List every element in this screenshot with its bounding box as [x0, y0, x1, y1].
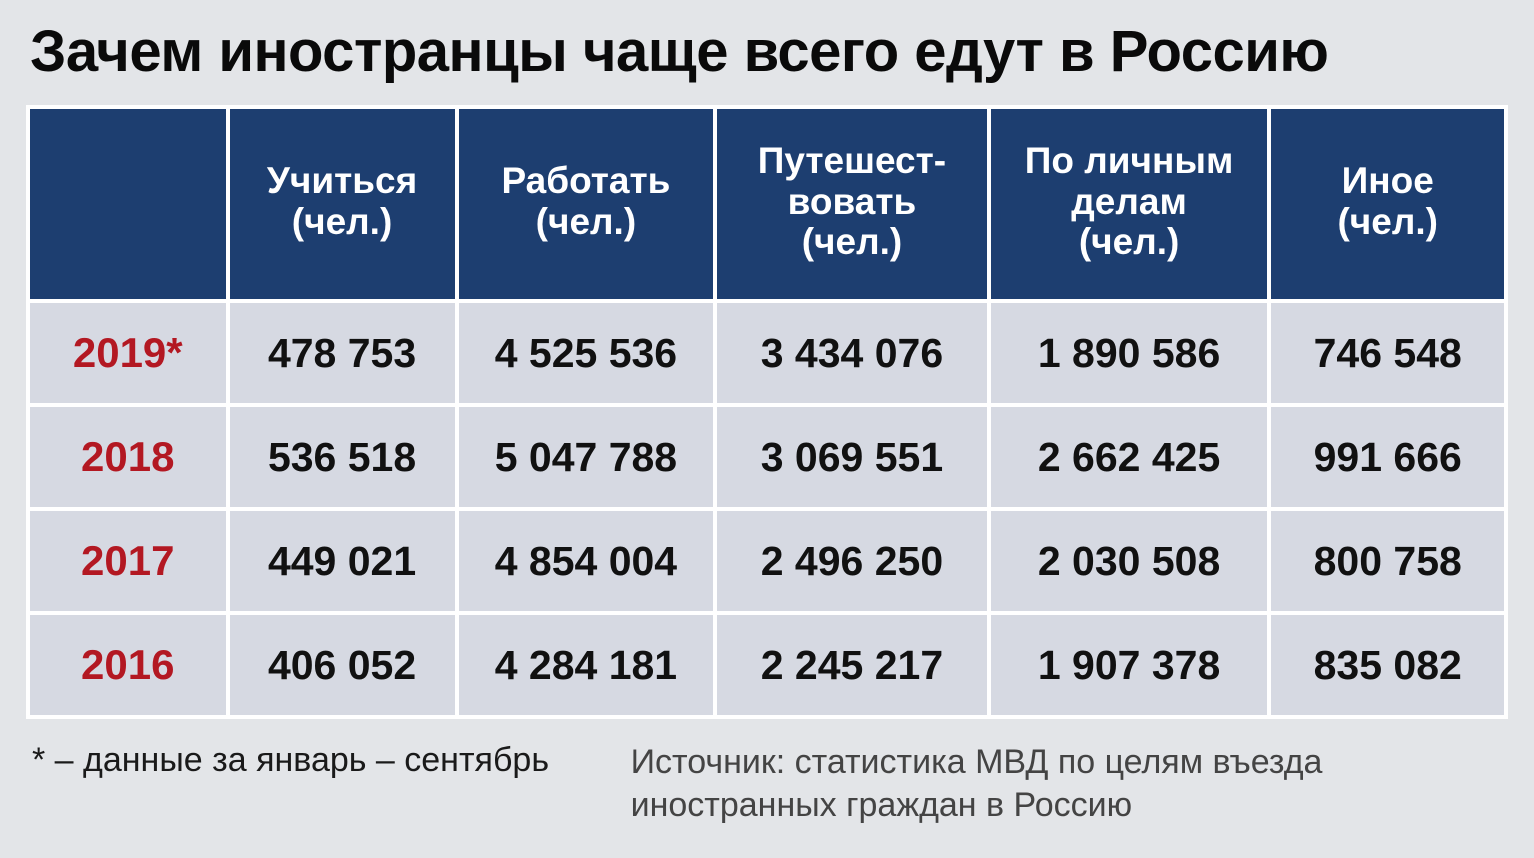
cell-personal: 2 030 508	[989, 509, 1270, 613]
cell-year: 2018	[28, 405, 228, 509]
cell-study: 536 518	[228, 405, 457, 509]
col-header-other: Иное(чел.)	[1269, 107, 1506, 301]
table-row: 2018 536 518 5 047 788 3 069 551 2 662 4…	[28, 405, 1506, 509]
cell-travel: 3 434 076	[715, 301, 988, 405]
cell-other: 991 666	[1269, 405, 1506, 509]
col-header-year	[28, 107, 228, 301]
data-table: Учиться(чел.) Работать(чел.) Путешест-во…	[26, 105, 1508, 719]
cell-other: 835 082	[1269, 613, 1506, 717]
table-header-row: Учиться(чел.) Работать(чел.) Путешест-во…	[28, 107, 1506, 301]
cell-travel: 2 496 250	[715, 509, 988, 613]
page-title: Зачем иностранцы чаще всего едут в Росси…	[30, 18, 1508, 85]
cell-other: 746 548	[1269, 301, 1506, 405]
col-header-study: Учиться(чел.)	[228, 107, 457, 301]
col-header-work: Работать(чел.)	[457, 107, 716, 301]
cell-work: 4 854 004	[457, 509, 716, 613]
cell-study: 406 052	[228, 613, 457, 717]
cell-personal: 1 890 586	[989, 301, 1270, 405]
cell-study: 449 021	[228, 509, 457, 613]
col-header-personal: По личнымделам(чел.)	[989, 107, 1270, 301]
cell-work: 5 047 788	[457, 405, 716, 509]
col-header-travel: Путешест-вовать(чел.)	[715, 107, 988, 301]
table-row: 2019* 478 753 4 525 536 3 434 076 1 890 …	[28, 301, 1506, 405]
cell-travel: 3 069 551	[715, 405, 988, 509]
cell-year: 2017	[28, 509, 228, 613]
source-text: Источник: статистика МВД по целям въезда…	[631, 741, 1502, 826]
cell-year: 2016	[28, 613, 228, 717]
cell-work: 4 284 181	[457, 613, 716, 717]
cell-travel: 2 245 217	[715, 613, 988, 717]
table-row: 2016 406 052 4 284 181 2 245 217 1 907 3…	[28, 613, 1506, 717]
footnote-text: * – данные за январь – сентябрь	[32, 741, 591, 780]
cell-year: 2019*	[28, 301, 228, 405]
cell-other: 800 758	[1269, 509, 1506, 613]
cell-personal: 2 662 425	[989, 405, 1270, 509]
cell-study: 478 753	[228, 301, 457, 405]
cell-personal: 1 907 378	[989, 613, 1270, 717]
cell-work: 4 525 536	[457, 301, 716, 405]
table-row: 2017 449 021 4 854 004 2 496 250 2 030 5…	[28, 509, 1506, 613]
